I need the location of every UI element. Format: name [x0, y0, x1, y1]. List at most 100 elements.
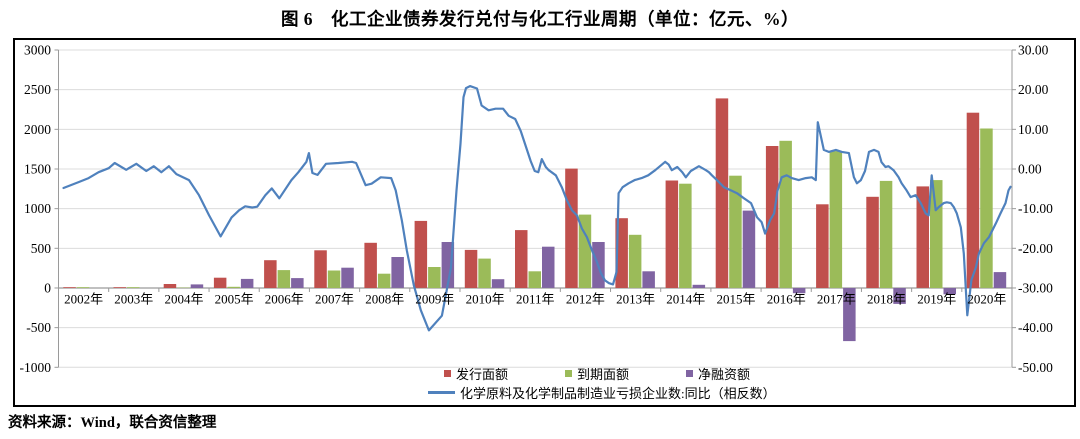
issuance-bar: [816, 204, 829, 288]
loss-enterprises-yoy-line: [62, 84, 1012, 332]
right-axis-tick-label: 30.00: [1018, 43, 1049, 58]
line-series-legend-label: 化学原料及化学制品制造业亏损企业数:同比（相反数）: [460, 386, 776, 401]
legend-line-row: 化学原料及化学制品制造业亏损企业数:同比（相反数）: [428, 383, 776, 402]
issuance-bar: [63, 287, 76, 288]
maturity-bar: [478, 258, 491, 288]
maturity-bar: [528, 271, 541, 288]
x-axis-year-label: 2011年: [516, 292, 555, 307]
net-financing-bar: [742, 210, 756, 288]
maturity-bar: [127, 287, 140, 288]
net-financing-bar: [993, 272, 1007, 288]
issuance-bar: [163, 284, 177, 288]
left-axis-tick-label: 2500: [24, 82, 51, 97]
x-axis-year-label: 2020年: [967, 292, 1006, 307]
issuance-bar: [715, 98, 729, 289]
x-axis-year-label: 2002年: [64, 292, 103, 307]
maturity-bar: [729, 175, 742, 288]
maturity-bar: [779, 140, 792, 288]
maturity-legend-swatch: [565, 370, 573, 377]
maturity-bar: [980, 128, 993, 288]
x-axis-year-label: 2017年: [817, 292, 856, 307]
net-financing-bar: [642, 271, 655, 288]
issuance-bar: [464, 249, 478, 288]
issuance-legend-swatch: [444, 370, 451, 377]
x-axis-year-label: 2006年: [265, 292, 304, 307]
issuance-bar: [414, 220, 428, 288]
maturity-legend-label: 到期面额: [577, 367, 630, 382]
maturity-bar: [76, 287, 90, 288]
plot-frame: [13, 38, 1076, 407]
x-axis-year-label: 2015年: [716, 292, 755, 307]
right-axis-tick-label: 0.00: [1018, 161, 1042, 176]
x-axis-year-label: 2009年: [415, 292, 454, 307]
issuance-bar: [966, 112, 980, 288]
issuance-bar: [565, 168, 578, 288]
issuance-bar: [916, 186, 929, 288]
maturity-bar: [578, 214, 592, 288]
maturity-bar: [227, 286, 240, 288]
net-financing-bar: [240, 278, 254, 288]
maturity-bar: [930, 180, 943, 288]
net-financing-bar: [491, 279, 505, 288]
x-axis-year-label: 2016年: [767, 292, 806, 307]
x-axis-year-label: 2007年: [315, 292, 354, 307]
left-axis-tick-label: 2000: [24, 122, 51, 137]
net-financing-bar: [391, 257, 404, 288]
source-note: 资料来源：Wind，联合资信整理: [8, 415, 217, 431]
maturity-bar: [829, 151, 843, 288]
net-financing-bar: [893, 288, 906, 304]
maturity-bar: [679, 183, 692, 288]
net-financing-bar: [291, 278, 304, 288]
issuance-bar: [515, 230, 528, 288]
right-axis-tick-label: -40.00: [1018, 320, 1053, 335]
issuance-legend-label: 发行面额: [456, 367, 509, 382]
x-axis-year-label: 2003年: [114, 292, 153, 307]
x-axis-year-label: 2012年: [566, 292, 605, 307]
chart-title: 图 6 化工企业债券发行兑付与化工行业周期（单位：亿元、%）: [280, 9, 800, 29]
left-axis-tick-label: 1000: [24, 201, 51, 216]
maturity-bar: [277, 270, 291, 288]
x-axis-year-label: 2008年: [365, 292, 404, 307]
net-financing-bar: [943, 288, 956, 295]
net-financing-bar: [843, 288, 856, 342]
net-financing-bar: [190, 284, 204, 288]
x-axis-year-label: 2014年: [666, 292, 705, 307]
right-axis-tick-label: -10.00: [1018, 201, 1053, 216]
x-axis-year-label: 2010年: [466, 292, 505, 307]
maturity-bar: [628, 234, 642, 288]
x-axis-year-label: 2005年: [215, 292, 254, 307]
x-axis-year-label: 2004年: [164, 292, 203, 307]
x-axis-year-label: 2019年: [917, 292, 956, 307]
left-axis-tick-label: 0: [44, 280, 51, 295]
issuance-bar: [113, 287, 126, 288]
left-axis-tick-label: -1000: [20, 360, 52, 375]
legend-item-maturity: 到期面额: [565, 364, 629, 383]
issuance-bar: [866, 196, 879, 288]
legend-item-issuance: 发行面额: [444, 364, 508, 383]
x-axis-year-label: 2013年: [616, 292, 655, 307]
right-axis-tick-label: 20.00: [1018, 82, 1049, 97]
issuance-bar: [364, 242, 377, 288]
net-financing-bar: [692, 284, 706, 288]
right-axis-tick-label: -50.00: [1018, 360, 1053, 375]
x-axis-year-label: 2018年: [867, 292, 906, 307]
left-axis-tick-label: 500: [31, 241, 52, 256]
issuance-bar: [314, 250, 327, 288]
net-financing-legend-swatch: [686, 370, 694, 377]
right-axis-tick-label: -20.00: [1018, 241, 1053, 256]
issuance-bar: [264, 260, 277, 288]
line-series-legend-sample: [428, 391, 455, 394]
maturity-bar: [377, 273, 391, 288]
issuance-bar: [665, 180, 679, 288]
legend-item-net-financing: 净融资额: [686, 364, 750, 383]
issuance-bar: [213, 277, 227, 288]
left-axis-tick-label: 1500: [24, 161, 51, 176]
maturity-bar: [879, 180, 893, 288]
maturity-bar: [428, 267, 441, 288]
legend-bar-row: 发行面额 到期面额 净融资额: [444, 364, 750, 383]
left-axis-tick-label: 3000: [24, 43, 51, 58]
net-financing-legend-label: 净融资额: [698, 367, 751, 382]
net-financing-bar: [341, 267, 354, 288]
